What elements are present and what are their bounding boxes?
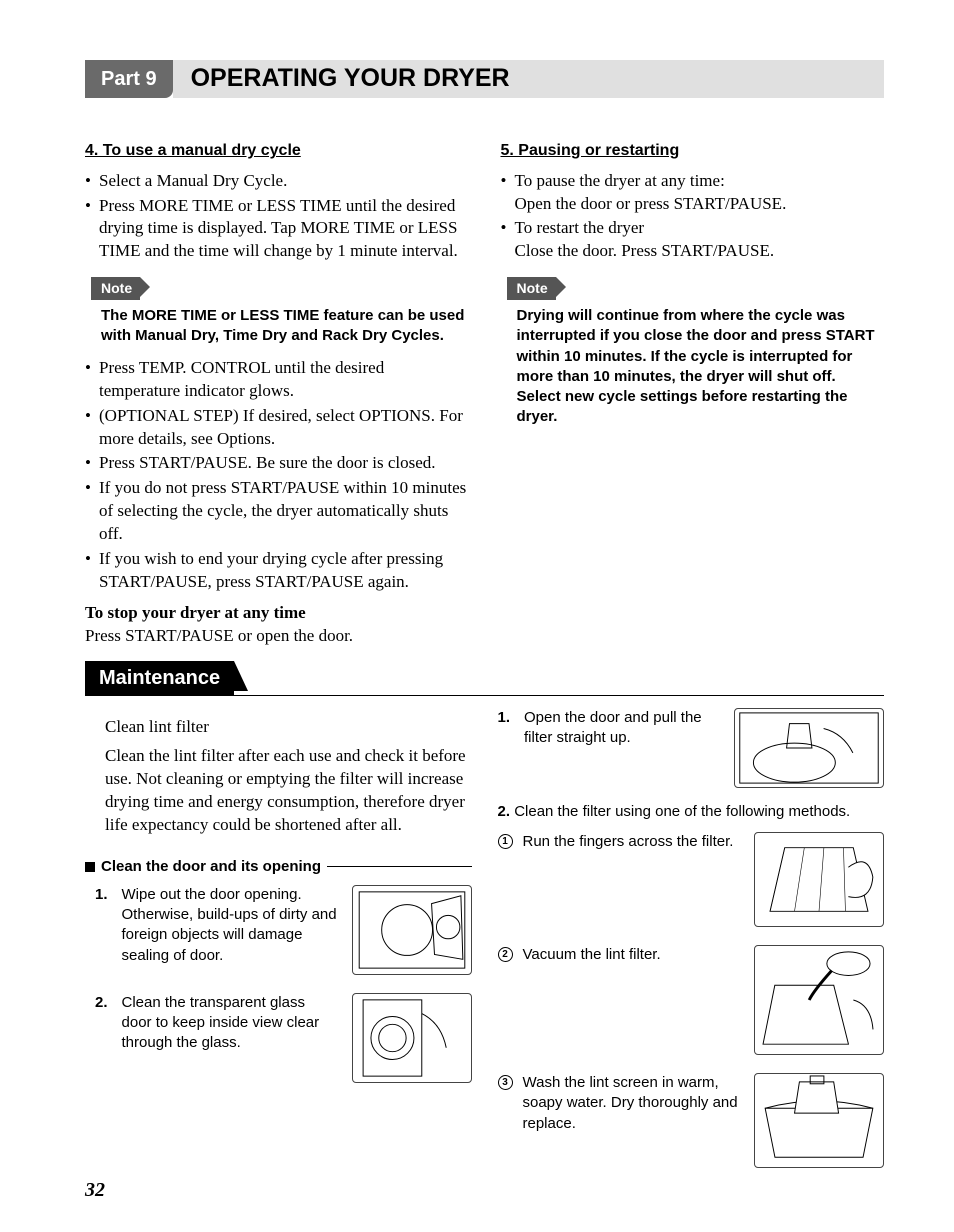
note-tag: Note xyxy=(507,277,556,300)
circled-number-icon: 2 xyxy=(498,947,513,962)
method-3: 3 Wash the lint screen in warm, soapy wa… xyxy=(498,1073,885,1168)
finger-filter-icon xyxy=(754,832,884,927)
part-tab: Part 9 xyxy=(85,60,173,98)
step-number: 2. xyxy=(498,803,511,820)
door-step-2: 2. Clean the transparent glass door to k… xyxy=(85,993,472,1083)
box-title-text: Clean the door and its opening xyxy=(101,857,321,877)
bullet: (OPTIONAL STEP) If desired, select OPTIO… xyxy=(85,405,469,451)
sec5-list: To pause the dryer at any time: Open the… xyxy=(501,170,885,264)
line: To restart the dryer xyxy=(515,218,645,237)
col-right: 5. Pausing or restarting To pause the dr… xyxy=(501,140,885,648)
page-header: Part 9 OPERATING YOUR DRYER xyxy=(85,60,884,98)
step-number: 2. xyxy=(95,993,108,1083)
upper-columns: 4. To use a manual dry cycle Select a Ma… xyxy=(85,140,884,648)
step-text: Clean the transparent glass door to keep… xyxy=(122,993,338,1083)
filter-step-2: 2. Clean the filter using one of the fol… xyxy=(498,802,885,822)
step-number: 1. xyxy=(498,708,511,728)
bullet: Press MORE TIME or LESS TIME until the d… xyxy=(85,195,469,264)
sec4-list-b: Press TEMP. CONTROL until the desired te… xyxy=(85,357,469,594)
maint-right: 1. Open the door and pull the filter str… xyxy=(498,708,885,1168)
sec4-list-a: Select a Manual Dry Cycle. Press MORE TI… xyxy=(85,170,469,264)
bullet: Press TEMP. CONTROL until the desired te… xyxy=(85,357,469,403)
step-text: Clean the filter using one of the follow… xyxy=(514,803,850,820)
pull-filter-icon xyxy=(734,708,884,788)
bullet: If you wish to end your drying cycle aft… xyxy=(85,548,469,594)
line: To pause the dryer at any time: xyxy=(515,171,725,190)
dryer-door-open-icon xyxy=(352,885,472,975)
bullet: To pause the dryer at any time: Open the… xyxy=(501,170,885,216)
step-text: Wipe out the door opening. Otherwise, bu… xyxy=(122,885,338,975)
method-2: 2 Vacuum the lint filter. xyxy=(498,945,885,1055)
page-title: OPERATING YOUR DRYER xyxy=(173,60,884,98)
dryer-glass-door-icon xyxy=(352,993,472,1083)
col-left: 4. To use a manual dry cycle Select a Ma… xyxy=(85,140,469,648)
vacuum-filter-icon xyxy=(754,945,884,1055)
sec5-title: 5. Pausing or restarting xyxy=(501,140,885,162)
circled-number-icon: 1 xyxy=(498,834,513,849)
note-body: The MORE TIME or LESS TIME feature can b… xyxy=(85,304,469,357)
note-body: Drying will continue from where the cycl… xyxy=(501,304,885,438)
maintenance-heading: Maintenance xyxy=(85,661,234,696)
rule-line xyxy=(327,866,471,867)
door-box-title: Clean the door and its opening xyxy=(85,857,472,877)
page-number: 32 xyxy=(85,1177,105,1204)
bullet: Select a Manual Dry Cycle. xyxy=(85,170,469,193)
door-step-1: 1. Wipe out the door opening. Otherwise,… xyxy=(85,885,472,975)
method-1: 1 Run the fingers across the filter. xyxy=(498,832,885,927)
bullet: If you do not press START/PAUSE within 1… xyxy=(85,477,469,546)
stop-body: Press START/PAUSE or open the door. xyxy=(85,625,469,648)
method-text: Wash the lint screen in warm, soapy wate… xyxy=(523,1073,745,1134)
maintenance-columns: Clean lint filter Clean the lint filter … xyxy=(85,708,884,1168)
maintenance-divider: Maintenance xyxy=(85,666,884,696)
lint-body: Clean the lint filter after each use and… xyxy=(105,745,472,837)
step-text: Open the door and pull the filter straig… xyxy=(524,708,720,749)
square-bullet-icon xyxy=(85,862,95,872)
method-text: Vacuum the lint filter. xyxy=(523,945,745,965)
wash-filter-icon xyxy=(754,1073,884,1168)
circled-number-icon: 3 xyxy=(498,1075,513,1090)
filter-step-1: 1. Open the door and pull the filter str… xyxy=(498,708,885,788)
bullet: Press START/PAUSE. Be sure the door is c… xyxy=(85,452,469,475)
step-number: 1. xyxy=(95,885,108,975)
stop-heading: To stop your dryer at any time xyxy=(85,602,469,625)
method-text: Run the fingers across the filter. xyxy=(523,832,745,852)
note-tag: Note xyxy=(91,277,140,300)
maint-left: Clean lint filter Clean the lint filter … xyxy=(85,708,472,1168)
line: Open the door or press START/PAUSE. xyxy=(515,194,787,213)
line: Close the door. Press START/PAUSE. xyxy=(515,241,775,260)
bullet: To restart the dryer Close the door. Pre… xyxy=(501,217,885,263)
sec4-title: 4. To use a manual dry cycle xyxy=(85,140,469,162)
lint-title: Clean lint filter xyxy=(105,716,472,739)
